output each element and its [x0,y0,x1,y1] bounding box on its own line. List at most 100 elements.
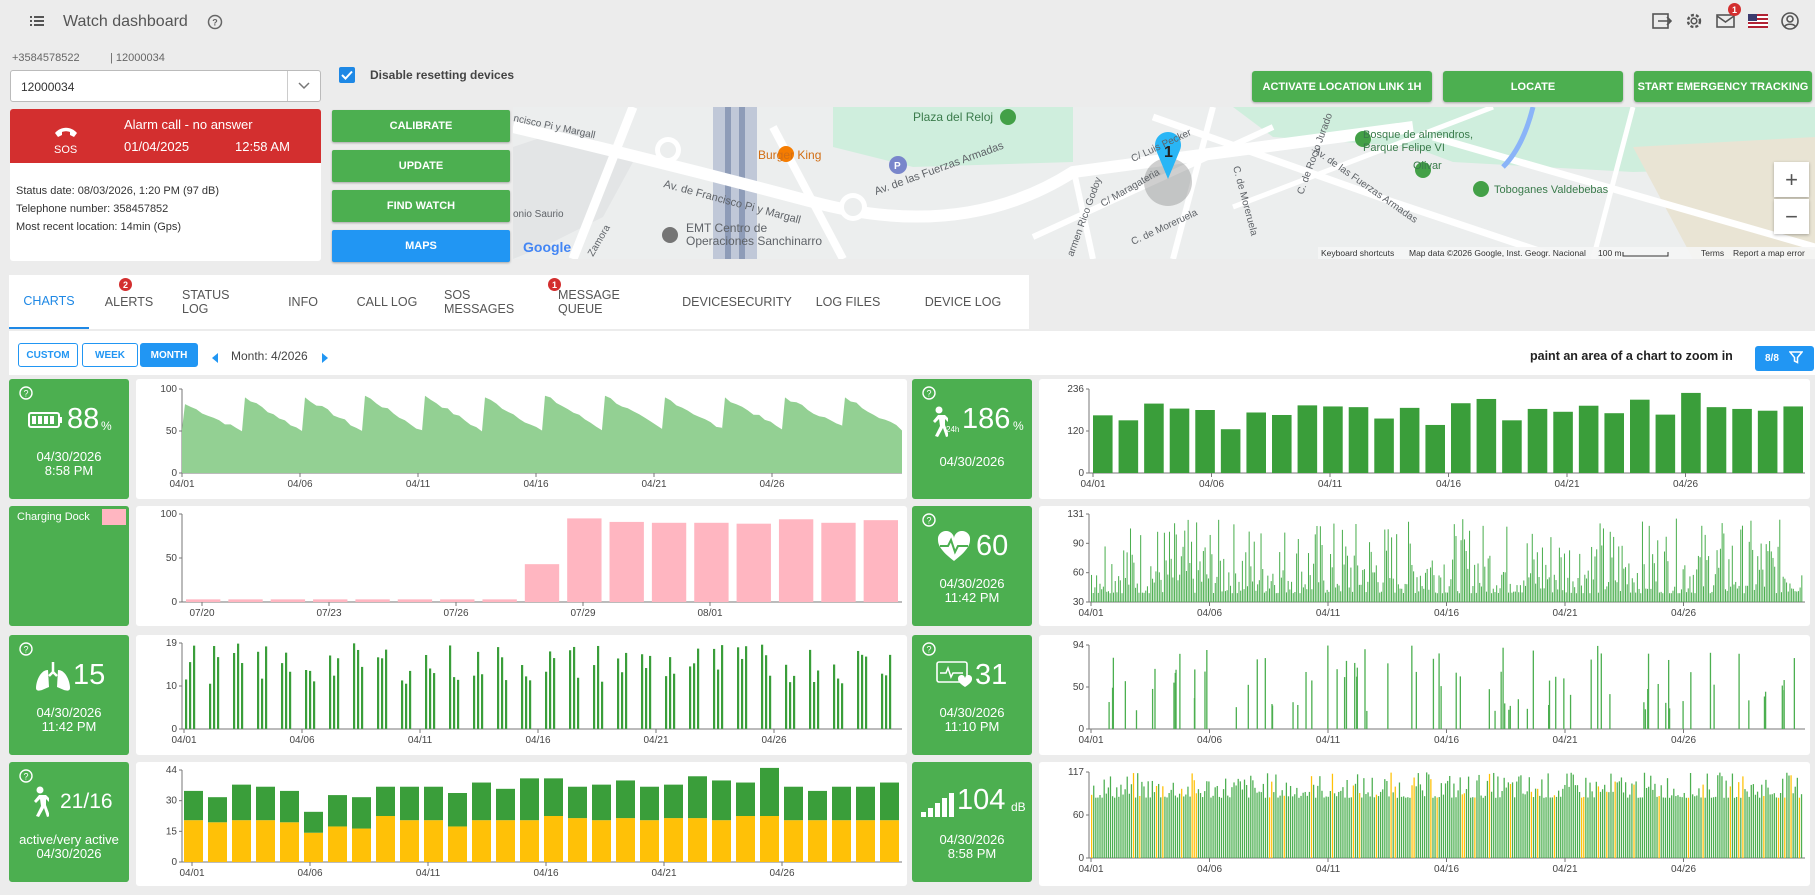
heart-rate-chart[interactable]: 131 90 60 30 04/01 04/06 04/11 04/16 04/21 04/26 [1039,506,1810,626]
ecg-bar [1500,671,1502,729]
account-icon[interactable] [1779,10,1801,32]
noise-unit: dB [1011,800,1026,814]
ecg-chart[interactable]: 94 50 0 04/01 04/06 04/11 04/16 04/21 04/26 [1039,635,1810,755]
ecg-bar [1151,688,1154,729]
noise-bar [1256,792,1258,858]
heart-rate-bar [1609,531,1611,602]
noise-bar [1790,775,1792,858]
heart-rate-bar [1306,589,1308,602]
custom-period-button[interactable]: CUSTOM [18,343,78,367]
heart-rate-bar [1382,582,1384,602]
noise-bar [1497,776,1499,858]
x-tick-label: 04/16 [1436,479,1461,490]
map-zoom-in-button[interactable]: + [1774,162,1809,197]
very-active-bar [352,797,371,829]
ecg-bar [1555,676,1557,729]
tab-status-log[interactable]: STATUS LOG [169,275,263,329]
calibrate-button[interactable]: CALIBRATE [332,110,510,142]
noise-bar [1434,796,1436,858]
map-zoom-out-button[interactable]: − [1774,199,1809,234]
respiration-bar [693,663,696,729]
active-bar [472,820,491,862]
activate-location-link-button[interactable]: ACTIVATE LOCATION LINK 1H [1252,71,1432,102]
week-period-button[interactable]: WEEK [82,343,138,367]
x-tick-label: 04/26 [1671,735,1696,746]
tab-charts[interactable]: CHARTS [9,275,89,329]
respiration-bar [737,647,740,729]
tab-device-log[interactable]: DEVICE LOG [897,275,1029,329]
tab-devicesecurity[interactable]: DEVICESECURITY [675,275,799,329]
heart-rate-bar [1524,585,1527,602]
help-icon[interactable]: ? [19,386,33,405]
filter-button[interactable]: 8/8 [1755,346,1814,371]
battery-chart[interactable]: 100 50 0 04/01 04/06 04/11 04/16 04/21 04/26 [136,379,907,499]
mail-icon[interactable]: 1 [1715,3,1741,32]
noise-bar [1344,797,1346,858]
logout-icon[interactable] [1651,10,1673,32]
charging-dock-chart[interactable]: 100 50 0 07/20 07/23 07/26 07/29 08/01 [136,506,907,626]
heart-rate-bar [1574,587,1576,602]
noise-bar [1141,781,1143,858]
tab-bar: CHARTS ALERTS 2 STATUS LOG INFO CALL LOG … [9,275,1029,329]
noise-bar [1756,791,1759,858]
heart-rate-bar [1118,576,1120,602]
menu-icon[interactable] [30,14,44,33]
tab-sos-messages[interactable]: SOS MESSAGES 1 [431,275,561,329]
noise-bar [1723,797,1725,858]
noise-bar [1128,793,1130,858]
disable-reset-checkbox[interactable] [339,67,355,83]
steps-value: 186 [962,403,1011,435]
prev-month-icon[interactable] [212,350,219,368]
page-title: Watch dashboard [63,13,188,30]
noise-bar [1099,795,1101,858]
tab-log-files[interactable]: LOG FILES [799,275,897,329]
noise-bar [1176,797,1179,858]
us-flag-icon[interactable] [1747,10,1769,32]
location-map[interactable]: Plaza del Reloj Burger King Av. de Franc… [513,107,1815,259]
device-select[interactable]: 12000034 [10,70,321,102]
locate-button[interactable]: LOCATE [1443,71,1623,102]
heart-rate-bar [1218,519,1220,602]
heart-rate-bar [1129,528,1132,602]
tab-message-queue[interactable]: MESSAGE QUEUE [545,275,675,329]
noise-bar [1329,790,1331,858]
steps-chart[interactable]: 236 120 0 04/01 04/06 04/11 04/16 04/21 04/26 [1039,379,1810,499]
help-icon[interactable]: ? [19,769,33,788]
ecg-bar [1366,710,1368,729]
respiration-chart[interactable]: 19 10 0 04/01 04/06 04/11 04/16 04/21 04/26 [136,635,907,755]
help-icon[interactable]: ? [207,14,223,35]
tab-info[interactable]: INFO [263,275,343,329]
noise-bar [1505,787,1507,858]
noise-bar [1304,791,1306,858]
noise-bar [1109,776,1112,858]
help-icon[interactable]: ? [922,642,936,661]
ecg-bar [1438,653,1440,729]
noise-bar [1170,789,1172,858]
x-tick-label: 04/11 [1316,735,1341,746]
gear-icon[interactable] [1683,10,1705,32]
help-icon[interactable]: ? [922,386,936,405]
month-period-button[interactable]: MONTH [140,343,198,367]
heart-rate-bar [1367,581,1369,602]
update-button[interactable]: UPDATE [332,150,510,182]
tab-alerts[interactable]: ALERTS 2 [89,275,169,329]
heart-rate-bar [1523,580,1525,602]
start-emergency-tracking-button[interactable]: START EMERGENCY TRACKING [1634,71,1812,102]
ecg-bar [1154,668,1156,729]
noise-bar [1411,785,1413,858]
help-icon[interactable]: ? [922,513,936,532]
dock-bar [567,518,602,602]
heart-rate-bar [1436,593,1438,602]
noise-bar [1507,782,1509,858]
maps-button[interactable]: MAPS [332,230,510,262]
activity-chart[interactable]: 44 30 15 0 04/01 04/06 04/11 04/16 04/21 04/26 [136,762,907,886]
help-icon[interactable]: ? [19,642,33,661]
noise-chart[interactable]: 117 60 0 04/01 04/06 04/11 04/16 04/21 04/26 [1039,762,1810,886]
next-month-icon[interactable] [322,350,329,368]
heart-rate-bar [1567,577,1569,602]
find-watch-button[interactable]: FIND WATCH [332,190,510,222]
respiration-bar [361,666,364,729]
chevron-down-icon[interactable] [287,71,320,101]
noise-bar [1509,784,1512,858]
tab-call-log[interactable]: CALL LOG [343,275,431,329]
